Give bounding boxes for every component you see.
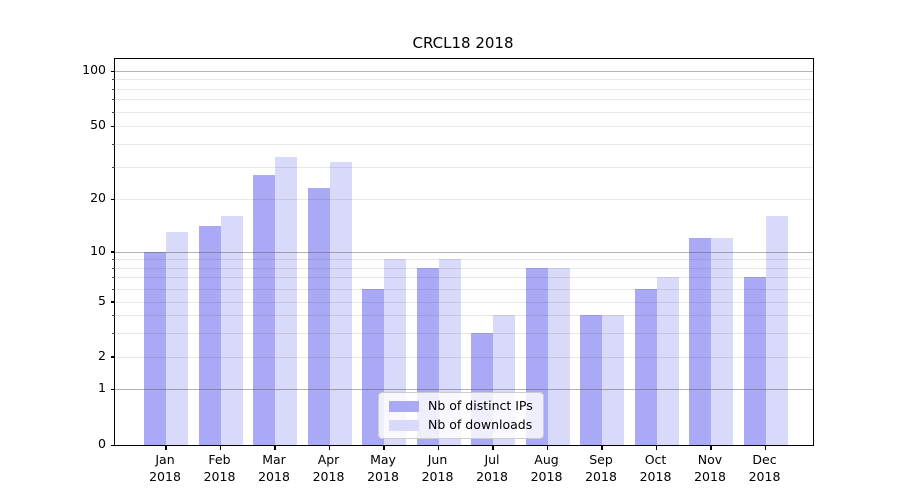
y-minor-tick-mark: [112, 277, 115, 279]
x-tick-label: Oct 2018: [639, 452, 672, 484]
y-minor-tick-mark: [112, 332, 115, 334]
x-tick-mark: [546, 445, 549, 450]
x-tick-label: Nov 2018: [694, 452, 726, 484]
legend-swatch: [389, 419, 419, 431]
bar-downloads: [166, 231, 188, 445]
plot-area: Nb of distinct IPs Nb of downloads: [110, 58, 814, 450]
minor-gridline: [115, 99, 813, 101]
y-tick-mark: [110, 356, 115, 358]
legend-row: Nb of downloads: [389, 418, 533, 432]
minor-gridline: [115, 88, 813, 90]
y-minor-tick-mark: [112, 259, 115, 261]
minor-gridline: [115, 199, 813, 201]
legend-swatch: [389, 400, 419, 412]
y-minor-tick-mark: [112, 79, 115, 81]
bar-downloads: [765, 216, 788, 445]
x-tick-mark: [165, 445, 167, 450]
y-tick-mark: [110, 70, 115, 72]
y-tick-label: 5: [98, 292, 106, 308]
x-tick-mark: [219, 445, 222, 450]
y-tick-label: 0: [98, 436, 106, 451]
bar-downloads: [656, 277, 679, 445]
y-tick-mark: [110, 301, 115, 303]
y-minor-tick-mark: [112, 267, 115, 269]
y-minor-tick-mark: [112, 144, 115, 146]
y-tick-label: 100: [82, 62, 106, 77]
bar-downloads: [547, 267, 570, 445]
y-minor-tick-mark: [112, 315, 115, 317]
minor-gridline: [115, 144, 813, 146]
y-tick-mark: [110, 125, 115, 128]
x-tick-label: Jul 2018: [476, 452, 508, 484]
y-tick-mark: [110, 198, 115, 201]
legend: Nb of distinct IPs Nb of downloads: [378, 392, 544, 439]
x-tick-mark: [655, 445, 658, 450]
x-tick-label: May 2018: [367, 452, 399, 484]
x-tick-mark: [383, 445, 385, 450]
legend-row: Nb of distinct IPs: [389, 399, 533, 413]
y-tick-label: 20: [90, 190, 106, 206]
x-tick-label: Jun 2018: [421, 452, 454, 484]
x-tick-mark: [710, 445, 712, 450]
y-tick-mark: [110, 444, 115, 446]
bar-ips: [743, 277, 766, 445]
legend-label: Nb of downloads: [428, 417, 533, 432]
minor-gridline: [115, 79, 813, 81]
x-tick-mark: [437, 445, 440, 450]
minor-gridline: [115, 111, 813, 113]
bar-ips: [144, 251, 166, 445]
bar-ips: [253, 175, 275, 445]
y-minor-tick-mark: [112, 88, 115, 90]
minor-gridline: [115, 167, 813, 168]
y-tick-label: 50: [90, 117, 106, 133]
x-tick-mark: [274, 445, 276, 450]
bar-downloads: [275, 157, 297, 445]
x-tick-mark: [601, 445, 603, 450]
bar-downloads: [329, 161, 352, 445]
y-minor-tick-mark: [112, 167, 115, 168]
bar-ips: [198, 226, 221, 445]
y-minor-tick-mark: [112, 111, 115, 113]
x-tick-label: Aug 2018: [530, 452, 563, 484]
bar-ips: [307, 188, 330, 445]
bar-downloads: [220, 216, 243, 445]
bar-downloads: [602, 315, 624, 445]
legend-label: Nb of distinct IPs: [428, 398, 533, 413]
major-gridline: [115, 71, 813, 72]
bar-ips: [689, 237, 711, 445]
y-tick-mark: [110, 251, 115, 253]
x-tick-label: Dec 2018: [748, 452, 781, 484]
y-minor-tick-mark: [112, 99, 115, 101]
x-tick-mark: [764, 445, 767, 450]
x-tick-label: Apr 2018: [312, 452, 345, 484]
x-tick-label: Feb 2018: [203, 452, 236, 484]
y-tick-label: 1: [98, 380, 106, 396]
y-tick-label: 2: [98, 347, 106, 363]
minor-gridline: [115, 126, 813, 128]
y-minor-tick-mark: [112, 288, 115, 290]
x-tick-mark: [328, 445, 331, 450]
bar-ips: [634, 288, 657, 445]
bar-ips: [580, 315, 602, 445]
y-tick-mark: [110, 388, 115, 391]
y-tick-label: 10: [90, 242, 106, 258]
x-tick-label: Jan 2018: [149, 452, 181, 484]
x-tick-label: Sep 2018: [585, 452, 617, 484]
x-tick-mark: [492, 445, 494, 450]
x-tick-label: Mar 2018: [258, 452, 290, 484]
chart-title: CRCL18 2018: [412, 34, 514, 52]
bar-downloads: [711, 237, 733, 445]
